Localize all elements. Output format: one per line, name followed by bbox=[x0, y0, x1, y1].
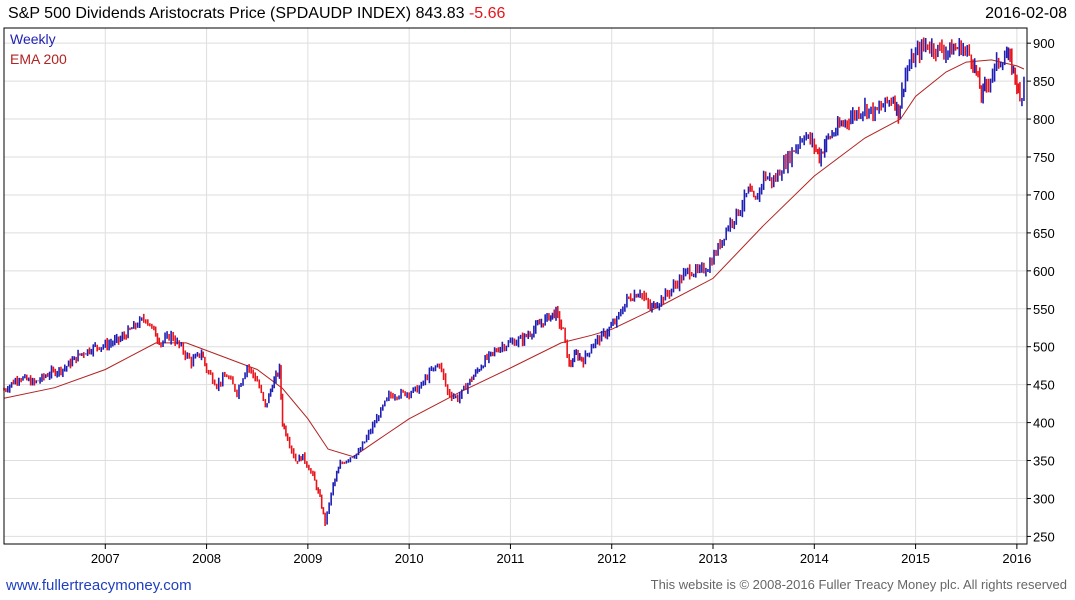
y-tick-label: 550 bbox=[1033, 302, 1055, 317]
y-tick-label: 600 bbox=[1033, 264, 1055, 279]
y-tick-label: 250 bbox=[1033, 529, 1055, 544]
x-tick-label: 2010 bbox=[395, 551, 424, 566]
footer-copyright: This website is © 2008-2016 Fuller Treac… bbox=[650, 577, 1067, 592]
x-tick-label: 2007 bbox=[91, 551, 120, 566]
price-change: -5.66 bbox=[468, 5, 506, 22]
weekly-bars bbox=[3, 37, 1025, 527]
legend-ema: EMA 200 bbox=[10, 51, 67, 67]
chart-date: 2016-02-08 bbox=[985, 5, 1067, 22]
x-tick-label: 2013 bbox=[699, 551, 728, 566]
y-tick-label: 850 bbox=[1033, 74, 1055, 89]
x-tick-label: 2015 bbox=[901, 551, 930, 566]
x-tick-label: 2009 bbox=[293, 551, 322, 566]
y-tick-label: 450 bbox=[1033, 378, 1055, 393]
y-tick-label: 500 bbox=[1033, 340, 1055, 355]
y-tick-label: 300 bbox=[1033, 491, 1055, 506]
x-tick-label: 2011 bbox=[496, 551, 524, 566]
x-tick-label: 2014 bbox=[800, 551, 829, 566]
legend-weekly: Weekly bbox=[10, 31, 56, 47]
y-tick-label: 350 bbox=[1033, 454, 1055, 469]
x-tick-label: 2008 bbox=[192, 551, 221, 566]
ema-200-line bbox=[3, 59, 1025, 458]
y-tick-label: 700 bbox=[1033, 188, 1055, 203]
axes: 250 300 350 400 450 500 550 600 650 700 750 800 850 9… bbox=[3, 27, 1055, 566]
y-tick-label: 400 bbox=[1033, 416, 1055, 431]
ema-series bbox=[3, 59, 1025, 458]
chart-title-text: S&P 500 Dividends Aristocrats Price (SPD… bbox=[8, 5, 412, 22]
x-tick-label: 2016 bbox=[1002, 551, 1031, 566]
plot-frame bbox=[3, 27, 1028, 545]
footer-site-link[interactable]: www.fullertreacymoney.com bbox=[6, 577, 192, 594]
y-tick-label: 750 bbox=[1033, 150, 1055, 165]
y-tick-label: 900 bbox=[1033, 36, 1055, 51]
grid bbox=[4, 28, 1027, 544]
current-price: 843.83 bbox=[415, 5, 465, 22]
x-tick-label: 2012 bbox=[597, 551, 626, 566]
chart-title: S&P 500 Dividends Aristocrats Price (SPD… bbox=[8, 5, 505, 23]
y-tick-label: 650 bbox=[1033, 226, 1055, 241]
y-tick-label: 800 bbox=[1033, 112, 1055, 127]
